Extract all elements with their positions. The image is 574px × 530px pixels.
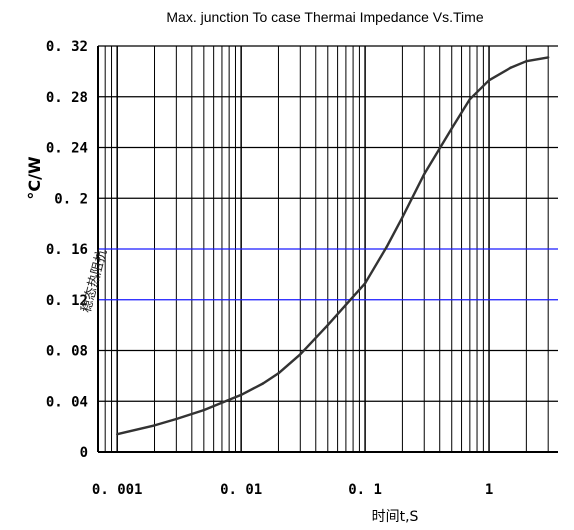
y-tick-label: 0. 32	[46, 39, 88, 55]
data-point	[239, 393, 243, 397]
impedance-curve	[116, 56, 549, 436]
y-tick-label: 0. 08	[46, 344, 88, 360]
x-axis-label: 时间t,S	[372, 509, 419, 525]
data-point	[363, 282, 367, 285]
y-tick-label: 0. 12	[46, 293, 88, 309]
data-point	[115, 433, 119, 436]
y-tick-label: 0. 04	[46, 394, 88, 410]
data-point	[299, 353, 302, 356]
data-point	[546, 56, 550, 59]
data-point	[468, 98, 472, 101]
data-point	[385, 245, 389, 248]
data-point	[277, 372, 280, 375]
data-point	[175, 417, 178, 421]
x-tick-label: 0. 1	[348, 482, 382, 498]
data-point	[153, 424, 156, 427]
x-tick-label: 0. 001	[92, 482, 143, 498]
data-point	[487, 79, 491, 82]
y-tick-label: 0. 2	[54, 191, 88, 207]
x-tick-label: 0. 01	[220, 482, 262, 498]
data-point	[344, 303, 348, 307]
data-point	[202, 408, 206, 412]
data-point	[423, 172, 426, 176]
x-tick-label: 1	[485, 482, 493, 498]
y-tick-label: 0. 24	[46, 141, 88, 157]
y-tick-label: 0. 28	[46, 90, 88, 106]
data-point	[450, 127, 453, 130]
y-tick-label: 0. 16	[46, 242, 88, 258]
data-point	[509, 66, 513, 69]
data-point	[401, 216, 404, 219]
plot-area: 0 0. 04 0. 08 0. 12 0. 16 0. 2 0. 24 0. 28 0. 32…	[46, 39, 558, 498]
y-tick-label: 0	[80, 445, 88, 461]
data-point	[525, 60, 528, 63]
chart-title: Max. junction To case Thermai Impedance …	[166, 9, 483, 25]
data-point	[326, 323, 329, 327]
data-point	[261, 382, 265, 385]
y-axis-label: °C/W	[25, 156, 44, 200]
